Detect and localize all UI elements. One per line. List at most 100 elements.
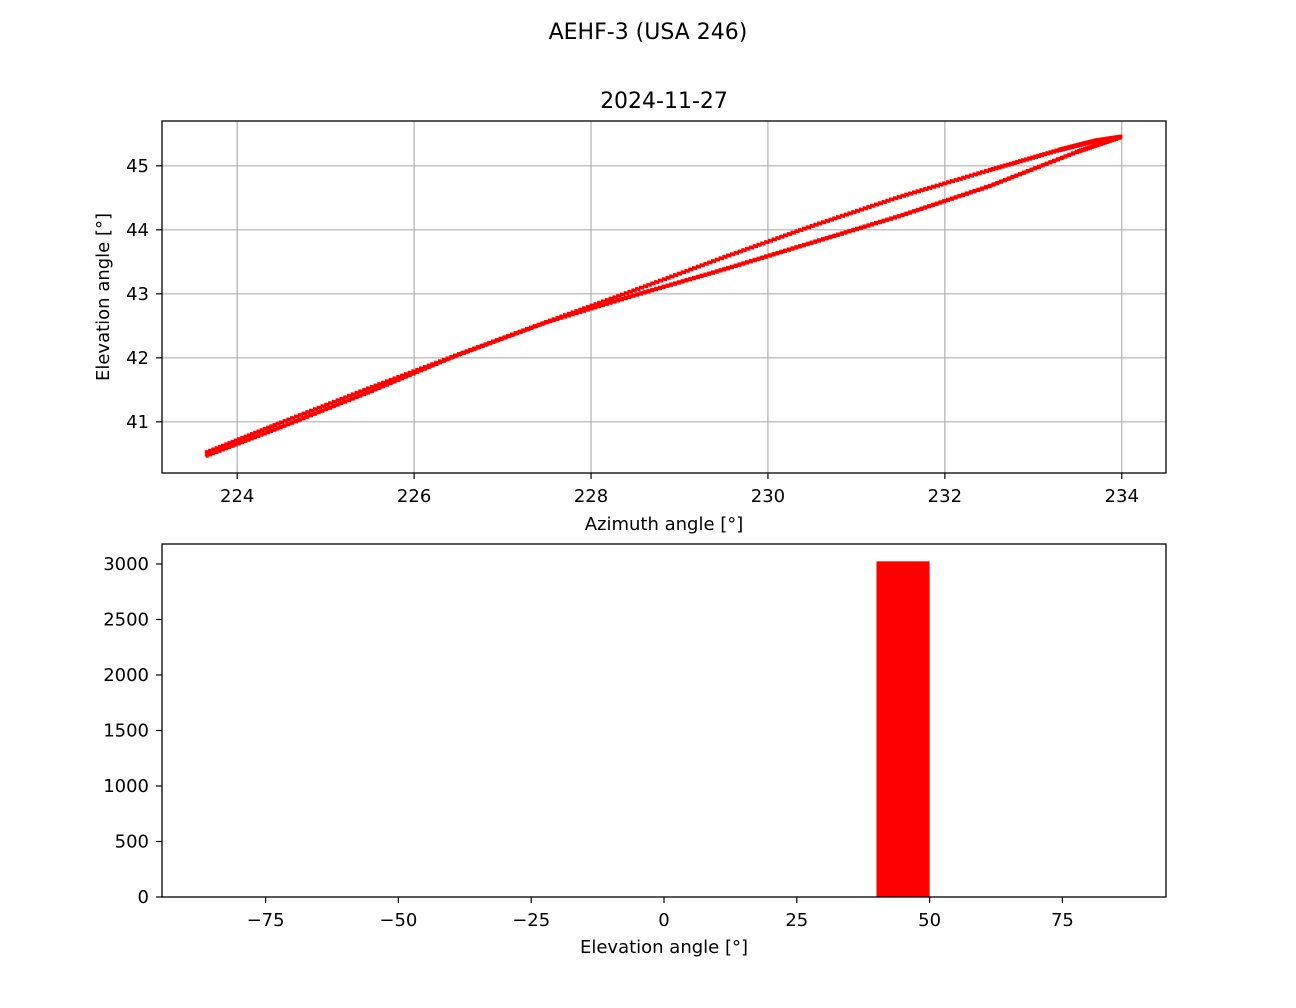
trace-point — [296, 415, 300, 419]
y-tick-label: 42 — [126, 348, 149, 369]
trace-point — [1004, 164, 1008, 168]
trace-point — [982, 170, 986, 175]
trace-point — [944, 182, 948, 186]
trace-point — [975, 173, 978, 177]
x-tick-label: 25 — [785, 910, 808, 931]
x-tick-label: 224 — [220, 486, 254, 507]
y-tick-label: 45 — [126, 156, 149, 177]
trace-point — [274, 423, 278, 427]
y-tick-label: 41 — [126, 412, 149, 433]
trace-point — [948, 181, 952, 185]
trace-point — [1017, 160, 1020, 165]
trace-point — [614, 296, 618, 300]
y-tick-label: 43 — [126, 284, 149, 305]
trace-point — [242, 436, 246, 440]
trace-point — [766, 240, 770, 245]
trace-point — [319, 406, 322, 410]
trace-point — [702, 263, 705, 268]
trace-point — [1007, 163, 1011, 167]
trace-point — [229, 441, 233, 446]
x-tick-label: 226 — [397, 486, 431, 507]
trace-point — [998, 166, 1002, 170]
trace-point — [899, 195, 903, 199]
trace-point — [887, 199, 891, 203]
trace-point — [971, 174, 975, 178]
trace-point — [245, 435, 249, 439]
trace-point — [671, 275, 675, 279]
trace-point — [793, 231, 796, 235]
trace-point — [861, 208, 865, 212]
trace-point — [630, 290, 633, 294]
trace-point — [743, 248, 747, 253]
trace-point — [271, 425, 275, 429]
trace-point — [736, 251, 740, 255]
trace-point — [1044, 153, 1048, 157]
trace-point — [967, 175, 971, 179]
x-tick-label: 230 — [751, 486, 785, 507]
trace-point — [770, 239, 774, 243]
trace-point — [925, 187, 929, 192]
trace-point — [910, 192, 914, 196]
trace-point — [842, 214, 846, 218]
x-tick-label: 228 — [574, 486, 608, 507]
trace-point — [611, 297, 614, 301]
trace-point — [705, 262, 709, 266]
trace-point — [1023, 159, 1026, 163]
trace-point — [656, 280, 660, 284]
trace-point — [1032, 156, 1035, 160]
trace-point — [686, 269, 690, 273]
trace-point — [800, 228, 804, 232]
trace-point — [857, 209, 861, 213]
trace-point — [804, 227, 808, 231]
trace-point — [819, 222, 823, 226]
x-axis-label: Elevation angle [°] — [580, 937, 748, 958]
x-tick-label: −75 — [247, 910, 285, 931]
trace-point — [1010, 162, 1014, 166]
trace-point — [322, 404, 326, 409]
trace-point — [724, 255, 728, 259]
trace-point — [963, 176, 967, 180]
plot-frame — [161, 543, 1167, 898]
trace-point — [751, 246, 755, 250]
trace-point — [315, 407, 319, 412]
trace-point — [940, 183, 944, 187]
trace-point — [1013, 161, 1017, 166]
trace-point — [622, 293, 626, 297]
trace-point — [360, 390, 364, 394]
elevation-histogram: −75 −50 −25 0 25 50 75 0 500 1000 1500 2000 2500 3000… — [103, 543, 1167, 958]
trace-point — [815, 223, 819, 227]
trace-point — [717, 258, 721, 262]
trace-point — [732, 252, 736, 257]
trace-point — [288, 418, 292, 422]
trace-point — [777, 236, 781, 241]
trace-point — [895, 196, 899, 201]
trace-point — [937, 184, 940, 188]
trace-point — [258, 430, 262, 434]
trace-point — [1026, 158, 1029, 162]
trace-point — [956, 178, 959, 183]
x-tick-label: −50 — [379, 910, 417, 931]
trace-point — [633, 289, 637, 293]
trace-point — [1056, 149, 1060, 153]
trace-point — [995, 167, 999, 171]
trace-point — [679, 272, 683, 276]
trace-point — [660, 279, 664, 283]
trace-point — [785, 234, 789, 238]
y-tick-label: 2000 — [103, 665, 149, 686]
trace-point — [789, 232, 793, 236]
trace-point — [281, 421, 285, 425]
trajectory-trace — [204, 134, 1123, 458]
x-tick-label: 232 — [928, 486, 962, 507]
x-tick-label: 0 — [658, 910, 669, 931]
trace-point — [728, 254, 732, 258]
trace-point — [675, 273, 679, 277]
trace-point — [239, 437, 243, 442]
trace-point — [311, 409, 315, 413]
trace-point — [989, 168, 993, 173]
trace-point — [255, 431, 259, 435]
trace-point — [300, 413, 304, 417]
tick-marks: 224 226 228 230 232 234 41 42 43 44 45 — [126, 156, 1139, 507]
trace-point — [834, 217, 838, 221]
y-tick-label: 3000 — [103, 554, 149, 575]
